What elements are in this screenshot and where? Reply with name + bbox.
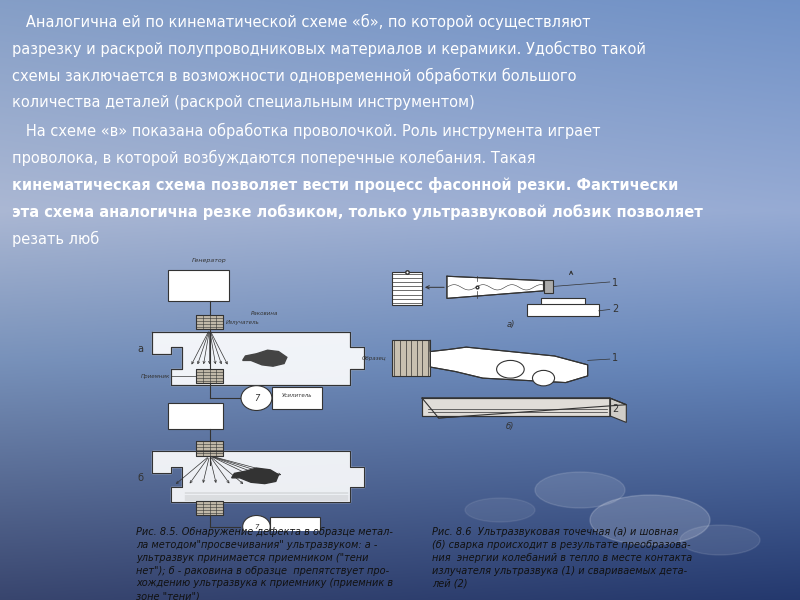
Text: б: б [138, 473, 144, 483]
Text: 2: 2 [612, 404, 618, 414]
Text: На схеме «в» показана обработка проволочкой. Роль инструмента играет: На схеме «в» показана обработка проволоч… [12, 122, 601, 139]
FancyBboxPatch shape [196, 442, 223, 455]
Circle shape [241, 386, 272, 410]
FancyBboxPatch shape [196, 369, 223, 383]
Ellipse shape [535, 472, 625, 508]
Polygon shape [447, 276, 543, 298]
Text: количества деталей (раскрой специальным инструментом): количества деталей (раскрой специальным … [12, 95, 474, 110]
Text: Рис. 8.6  Ультразвуковая точечная (а) и шовная
(б) сварка происходит в результат: Рис. 8.6 Ультразвуковая точечная (а) и ш… [432, 527, 692, 589]
Polygon shape [232, 468, 278, 484]
Text: Рис. 8.5. Обнаружение дефекта в образце метал-
ла методом"просвечивания" ультраз: Рис. 8.5. Обнаружение дефекта в образце … [136, 527, 393, 600]
Polygon shape [242, 350, 287, 366]
Ellipse shape [533, 370, 554, 386]
Text: 1: 1 [612, 278, 618, 288]
Polygon shape [422, 398, 610, 416]
FancyBboxPatch shape [541, 298, 585, 305]
FancyBboxPatch shape [543, 280, 554, 293]
Ellipse shape [680, 525, 760, 555]
Text: Приемник: Приемник [141, 374, 170, 379]
Text: кинематическая схема позволяет вести процесс фасонной резки. Фактически: кинематическая схема позволяет вести про… [12, 177, 678, 193]
Polygon shape [152, 451, 364, 502]
Polygon shape [430, 340, 588, 383]
Polygon shape [152, 332, 364, 385]
Text: разрезку и раскрой полупроводниковых материалов и керамики. Удобство такой: разрезку и раскрой полупроводниковых мат… [12, 41, 646, 57]
Text: 1: 1 [612, 353, 618, 363]
Text: 7: 7 [254, 394, 259, 403]
FancyBboxPatch shape [392, 340, 430, 376]
Text: а): а) [506, 320, 514, 329]
Polygon shape [610, 398, 626, 422]
Text: эта схема аналогична резке лобзиком, только ультразвуковой лобзик позволяет: эта схема аналогична резке лобзиком, тол… [12, 204, 702, 220]
Polygon shape [422, 398, 626, 418]
Circle shape [242, 515, 270, 538]
Text: Образец: Образец [362, 356, 386, 361]
Text: 7: 7 [254, 524, 258, 530]
Text: а: а [138, 344, 143, 355]
Ellipse shape [590, 495, 710, 545]
Text: схемы заключается в возможности одновременной обработки большого: схемы заключается в возможности одноврем… [12, 68, 577, 84]
Ellipse shape [497, 361, 524, 378]
FancyBboxPatch shape [196, 315, 223, 329]
Ellipse shape [465, 498, 535, 522]
Text: резать люб: резать люб [12, 231, 99, 247]
FancyBboxPatch shape [168, 403, 223, 429]
FancyBboxPatch shape [196, 502, 223, 515]
FancyBboxPatch shape [272, 387, 322, 409]
FancyBboxPatch shape [527, 304, 598, 316]
Text: Раковина: Раковина [251, 311, 278, 316]
Text: Излучатель: Излучатель [226, 320, 260, 325]
FancyBboxPatch shape [270, 517, 320, 536]
FancyBboxPatch shape [392, 272, 422, 305]
Text: проволока, в которой возбуждаются поперечные колебания. Такая: проволока, в которой возбуждаются попере… [12, 149, 535, 166]
Text: Генератор: Генератор [192, 258, 227, 263]
Text: Аналогична ей по кинематической схеме «б», по которой осуществляют: Аналогична ей по кинематической схеме «б… [12, 14, 590, 30]
Text: Усилитель: Усилитель [282, 394, 312, 398]
Text: б): б) [506, 422, 514, 431]
FancyBboxPatch shape [168, 269, 229, 301]
Text: 2: 2 [612, 304, 618, 314]
